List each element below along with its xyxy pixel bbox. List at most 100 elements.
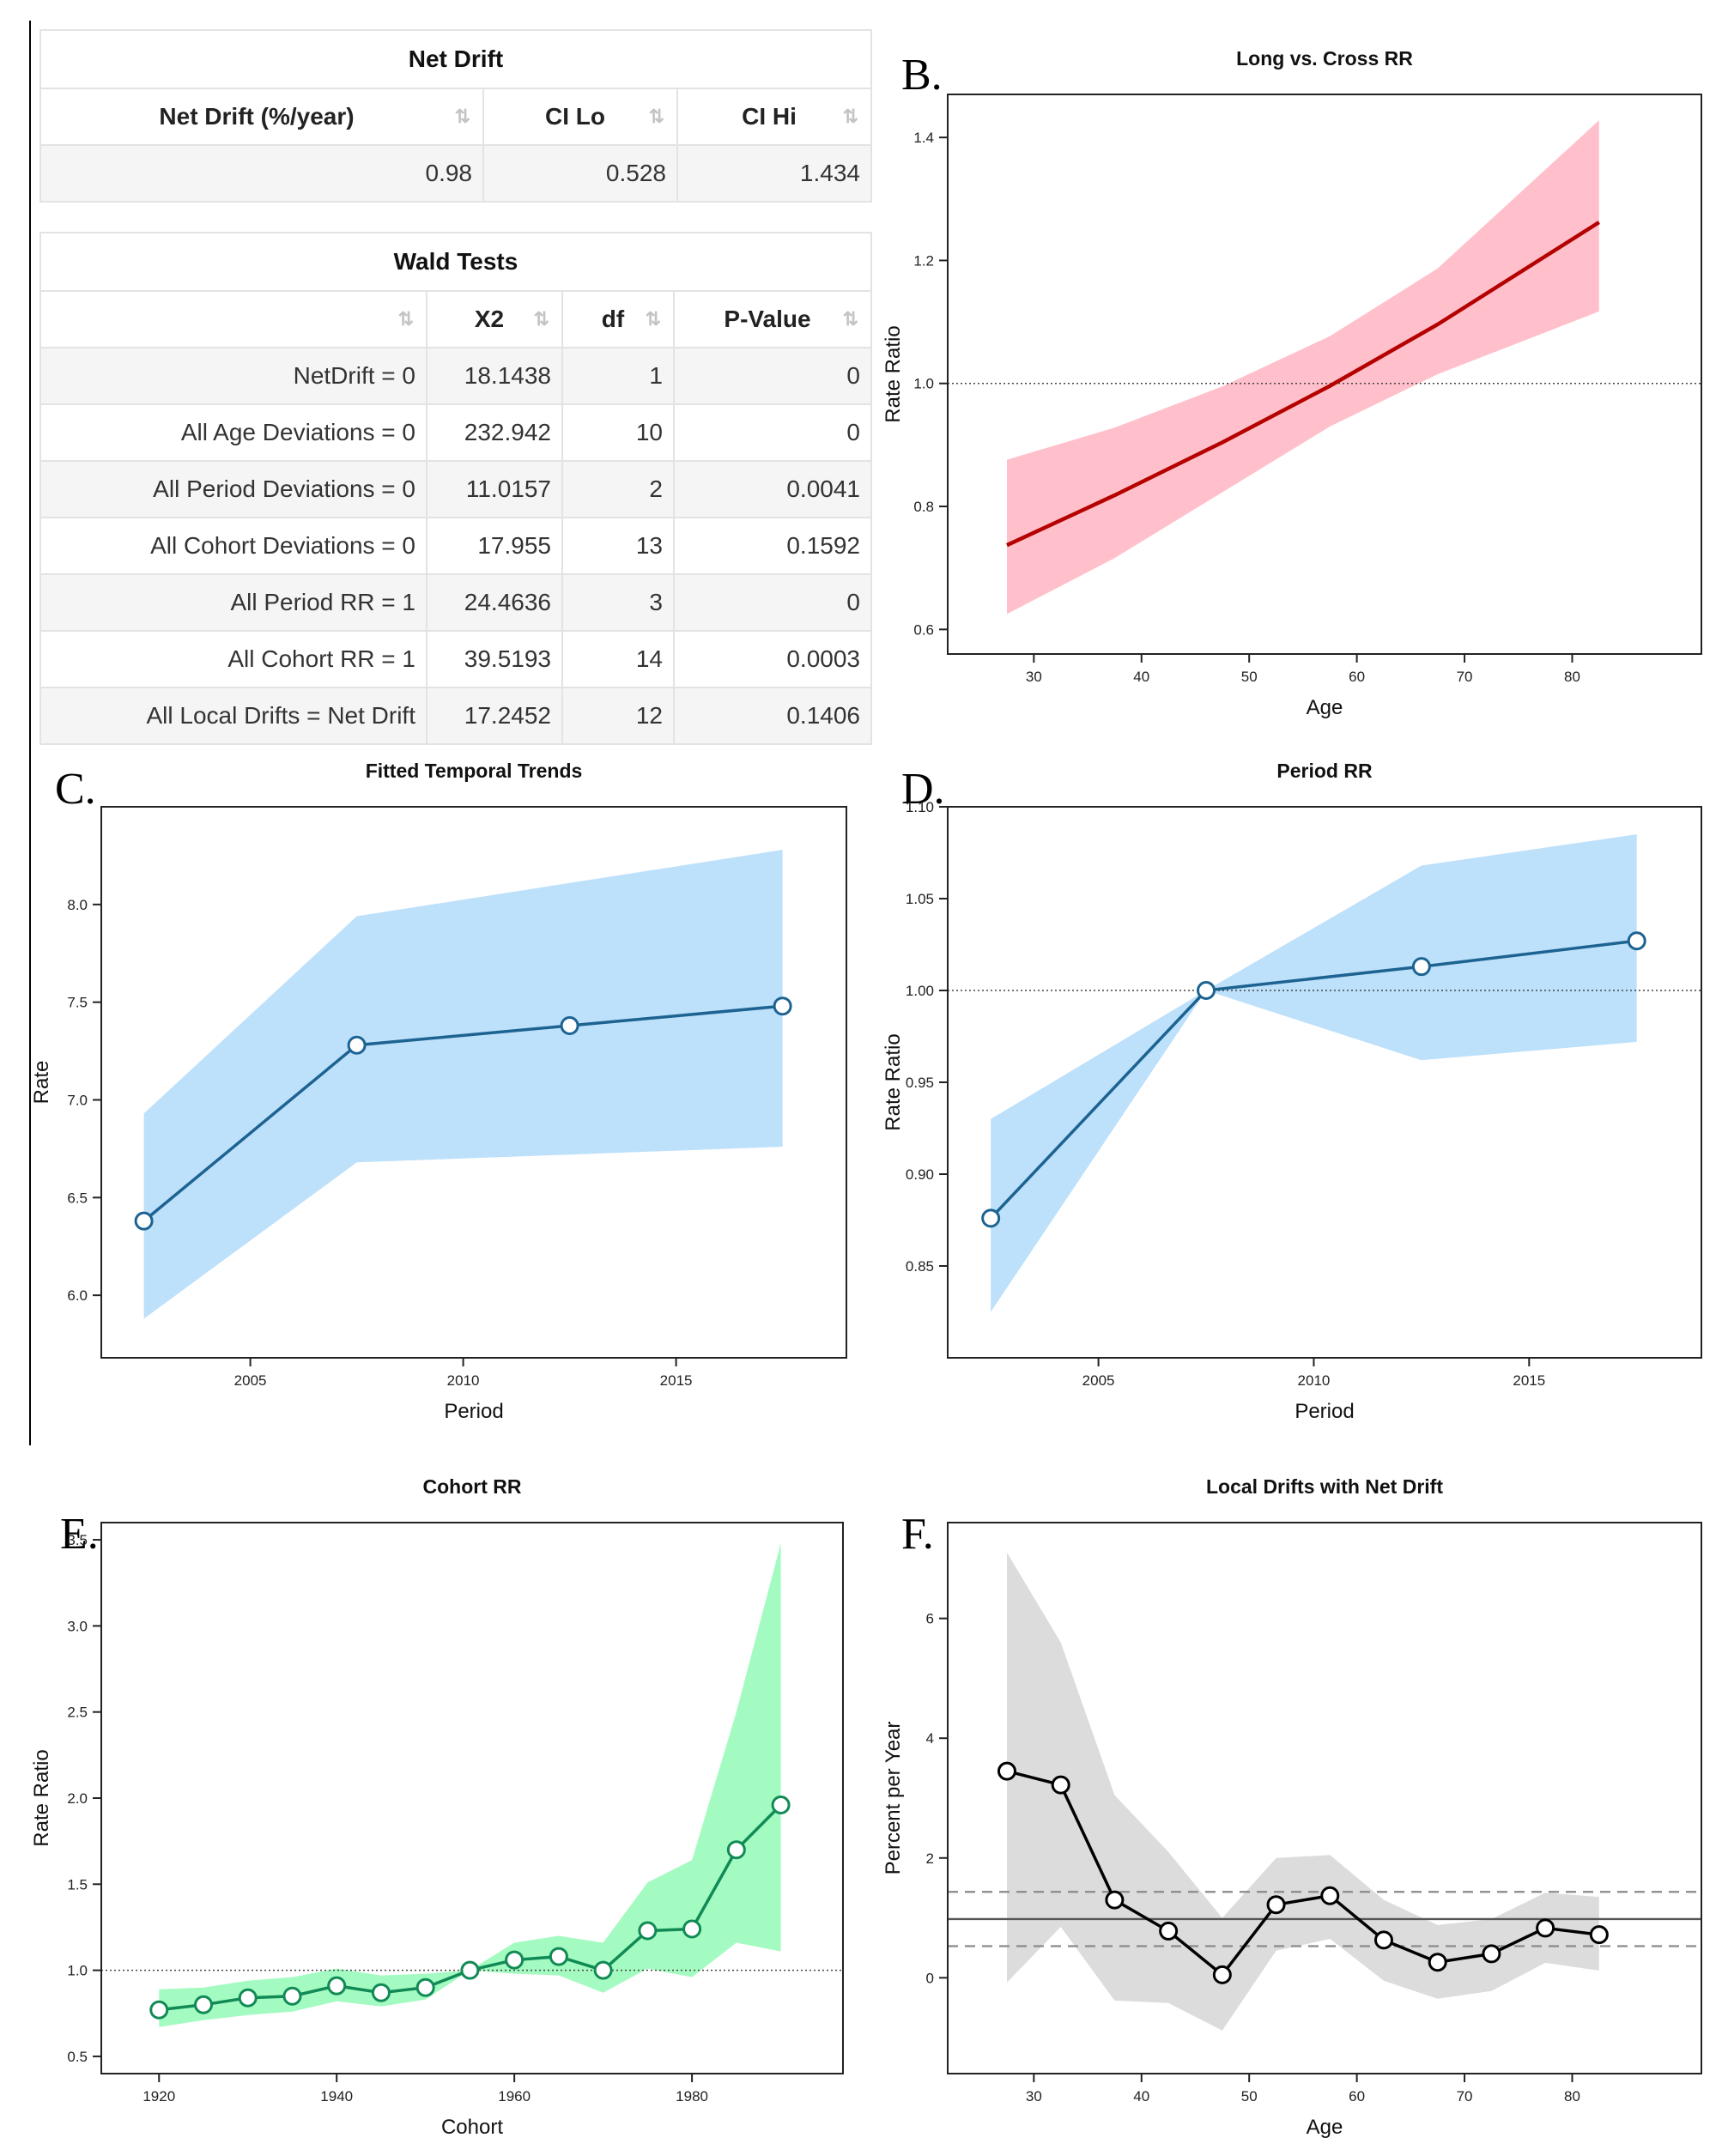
x-axis-label: Period — [444, 1400, 503, 1423]
sort-icon[interactable]: ⇅ — [397, 308, 414, 330]
test-name: All Local Drifts = Net Drift — [41, 688, 427, 743]
y-tick-label: 2 — [926, 1850, 934, 1867]
header-x2[interactable]: X2 ⇅ — [427, 292, 563, 347]
p-value: 0 — [846, 362, 860, 389]
header-label: df — [601, 306, 625, 332]
header-label: CI Hi — [742, 103, 797, 130]
data-point — [560, 1015, 579, 1035]
y-tick-label: 0 — [926, 1970, 934, 1986]
data-point — [149, 2000, 169, 2020]
series-line — [1006, 1769, 1600, 1977]
p-value: 0.0041 — [786, 475, 860, 502]
data-point — [1212, 1965, 1232, 1984]
sort-icon[interactable]: ⇅ — [645, 308, 661, 330]
sort-icon[interactable]: ⇅ — [533, 308, 549, 330]
data-point — [1105, 1890, 1125, 1910]
data-point — [1266, 1895, 1286, 1915]
x2-value: 24.4636 — [427, 575, 563, 630]
x2-value: 18.1438 — [427, 348, 563, 403]
test-name: All Period Deviations = 0 — [41, 462, 427, 517]
ci-lo-value: 0.528 — [484, 146, 678, 201]
sort-icon[interactable]: ⇅ — [842, 106, 858, 127]
chart-local-drifts: Local Drifts with Net Drift 30 40 50 60 70 80 0… — [882, 1475, 1702, 2139]
x-tick-label: 60 — [1349, 669, 1365, 685]
x-tick-label: 40 — [1133, 2088, 1149, 2105]
x2-value: 232.942 — [427, 405, 563, 460]
data-point — [1373, 1930, 1393, 1950]
series-line — [142, 1004, 783, 1222]
x-tick-label: 2010 — [1298, 1372, 1331, 1389]
net-drift-value: 0.98 — [41, 146, 484, 201]
x-axis-label: Period — [1295, 1400, 1354, 1423]
header-p-value[interactable]: P-Value ⇅ — [675, 292, 870, 347]
chart-title: Period RR — [1276, 760, 1373, 782]
x-axis-label: Age — [1307, 696, 1343, 719]
sort-icon[interactable]: ⇅ — [842, 308, 858, 330]
sort-icon[interactable]: ⇅ — [454, 106, 470, 127]
df-value: 1 — [563, 348, 675, 403]
panel-letter-f: F. — [901, 1510, 934, 1559]
header-ci-lo[interactable]: CI Lo ⇅ — [484, 89, 678, 144]
header-df[interactable]: df ⇅ — [563, 292, 675, 347]
y-axis-label: Rate Ratio — [882, 1033, 905, 1130]
df-value: 3 — [563, 575, 675, 630]
data-point — [1482, 1944, 1501, 1964]
data-point — [1411, 957, 1431, 977]
wald-header-row: ⇅ X2 ⇅ df ⇅ P-Value ⇅ — [41, 292, 870, 348]
data-point — [1051, 1775, 1070, 1795]
wald-tests-table: Wald Tests ⇅ X2 ⇅ df ⇅ P-Value ⇅ NetDrift =… — [39, 232, 872, 745]
chart-long-vs-cross-rr: Long vs. Cross RR 30 40 50 60 70 80 0.6 0.8 1.0 1.… — [882, 47, 1702, 719]
data-point — [505, 1950, 524, 1970]
y-tick-label: 4 — [926, 1730, 934, 1747]
header-ci-hi[interactable]: CI Hi ⇅ — [678, 89, 870, 144]
sort-icon[interactable]: ⇅ — [648, 106, 664, 127]
x-tick-label: 2015 — [1513, 1372, 1545, 1389]
x-tick-label: 80 — [1564, 2088, 1580, 2105]
series-line — [1006, 221, 1601, 548]
test-name: All Age Deviations = 0 — [41, 405, 427, 460]
x2-value: 39.5193 — [427, 632, 563, 687]
data-point — [460, 1960, 480, 1980]
df-value: 13 — [563, 518, 675, 573]
confidence-band — [1007, 120, 1599, 615]
data-point — [1159, 1921, 1179, 1941]
x2-value: 11.0157 — [427, 462, 563, 517]
chart-title: Fitted Temporal Trends — [366, 760, 583, 782]
table-row: All Age Deviations = 0 232.942 10 0 — [41, 405, 870, 462]
table-row: All Period RR = 1 24.4636 3 0 — [41, 575, 870, 632]
plot-frame — [947, 94, 1702, 655]
df-value: 14 — [563, 632, 675, 687]
panel-letter-d: D. — [901, 765, 945, 814]
x-axis-label: Age — [1307, 2116, 1343, 2139]
y-tick-label: 3.5 — [67, 1532, 88, 1548]
data-point — [238, 1988, 258, 2008]
header-label: Net Drift (%/year) — [159, 103, 355, 130]
table-row: All Period Deviations = 0 11.0157 2 0.00… — [41, 462, 870, 518]
p-value: 0 — [846, 419, 860, 445]
data-point — [282, 1986, 302, 2006]
x-tick-label: 2005 — [234, 1372, 267, 1389]
x-tick-label: 50 — [1241, 669, 1258, 685]
ci-hi-value: 1.434 — [799, 160, 860, 186]
header-label: CI Lo — [545, 103, 605, 130]
data-point — [638, 1921, 658, 1941]
header-net-drift[interactable]: Net Drift (%/year) ⇅ — [41, 89, 484, 144]
data-point — [682, 1919, 702, 1939]
y-tick-label: 1.0 — [67, 1963, 88, 1979]
x-tick-label: 60 — [1349, 2088, 1365, 2105]
data-point — [134, 1211, 154, 1231]
chart-title: Long vs. Cross RR — [1236, 47, 1413, 70]
x-tick-label: 80 — [1564, 669, 1580, 685]
data-point — [1428, 1953, 1447, 1972]
header-test[interactable]: ⇅ — [41, 292, 427, 347]
y-tick-label: 0.8 — [913, 499, 934, 515]
plot-frame — [100, 806, 847, 1359]
panel-divider-line — [29, 21, 31, 1445]
x-tick-label: 1960 — [498, 2088, 531, 2105]
p-value: 0.1592 — [786, 532, 860, 559]
y-tick-label: 0.6 — [913, 621, 934, 638]
y-tick-label: 7.0 — [67, 1092, 88, 1108]
y-tick-label: 0.85 — [906, 1258, 934, 1275]
x-tick-label: 30 — [1026, 2088, 1042, 2105]
wald-tests-table-title: Wald Tests — [41, 233, 870, 292]
